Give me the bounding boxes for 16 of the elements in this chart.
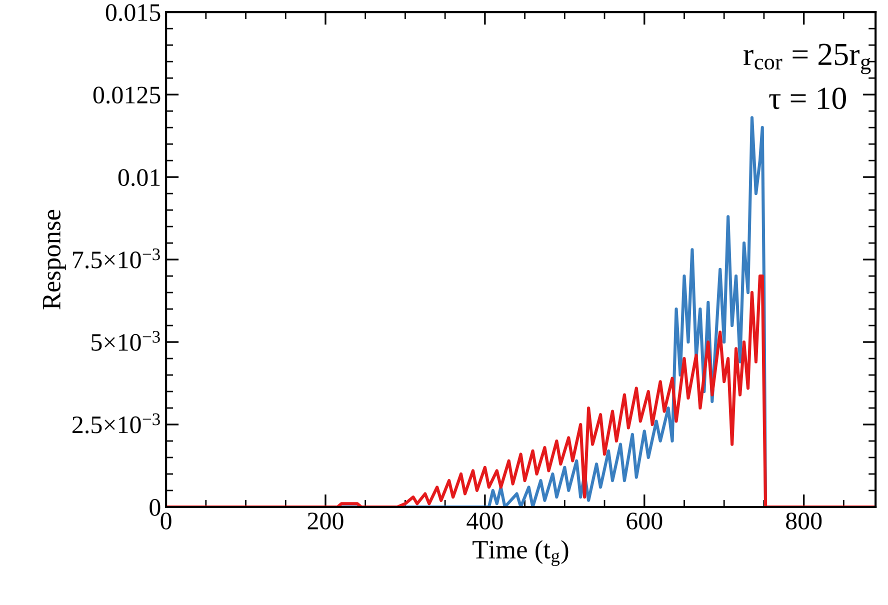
y-axis-title: Response [42,210,66,310]
y-tick-label: 0 [150,499,160,516]
y-tick-label: 0.0125 [93,86,160,104]
x-tick-label: 200 [308,512,344,530]
x-tick-label: 600 [626,512,662,530]
annotation: r$_{cor}$ = 25r$_{g}$ [744,44,871,74]
y-tick-label: 0.015 [106,4,160,22]
x-tick-label: 800 [786,512,822,530]
y-tick-label: 7.5×10$^{−3}$ [73,248,160,268]
y-tick-label: 5×10$^{−3}$ [92,330,160,351]
y-tick-label: 2.5×10$^{−3}$ [72,413,160,434]
annotation: τ = 10 [769,88,846,110]
x-axis-title: Time (t$_{g}$) [472,540,568,566]
x-tick-label: 0 [160,512,172,530]
x-tick-label: 400 [466,512,503,530]
y-tick-label: 0.01 [118,169,160,186]
